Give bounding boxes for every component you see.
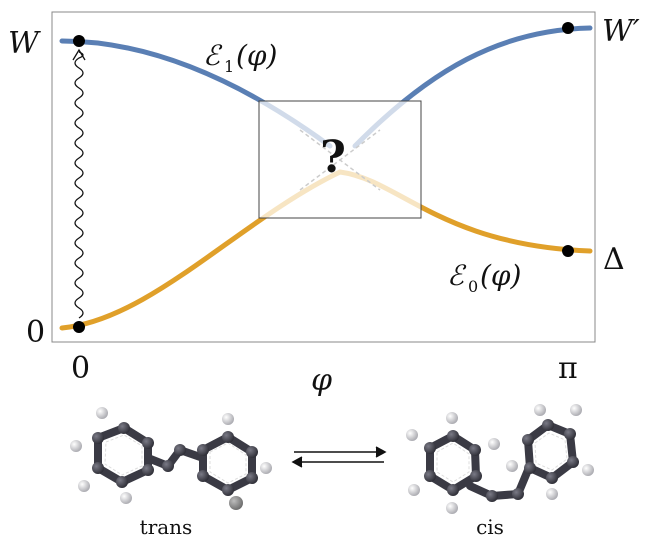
svg-text:ℰ: ℰ (447, 259, 467, 292)
equilibrium-arrows (291, 446, 387, 468)
point-cis-excited (562, 22, 574, 34)
label-x-end: π (558, 351, 578, 386)
label-W: W (8, 26, 41, 61)
cis-molecule (406, 404, 594, 514)
svg-text:0: 0 (468, 277, 478, 296)
excitation-arrow-wave (74, 51, 84, 319)
point-cis-ground (562, 245, 574, 257)
svg-text:ℰ: ℰ (203, 39, 223, 72)
label-cis: cis (476, 515, 504, 539)
point-trans-excited (73, 35, 85, 47)
excitation-arrow-head (72, 48, 86, 61)
label-x-start: 0 (71, 351, 90, 386)
point-trans-ground (73, 321, 85, 333)
svg-text:(φ): (φ) (236, 39, 277, 72)
label-x-axis: φ (311, 363, 332, 398)
label-delta: Δ (603, 242, 625, 277)
trans-molecule (70, 407, 272, 510)
svg-text:1: 1 (224, 57, 234, 76)
label-trans: trans (140, 515, 193, 539)
question-mark: ? (320, 132, 346, 183)
diabatic-crossing-b (299, 129, 381, 191)
label-W-prime: W′ (602, 14, 640, 49)
label-zero-left: 0 (26, 315, 45, 350)
plot-frame (51, 11, 596, 343)
curve-lower-label: ℰ 0 (φ) (447, 259, 521, 296)
curve-upper-label: ℰ 1 (φ) (203, 39, 277, 76)
svg-text:(φ): (φ) (480, 259, 521, 292)
